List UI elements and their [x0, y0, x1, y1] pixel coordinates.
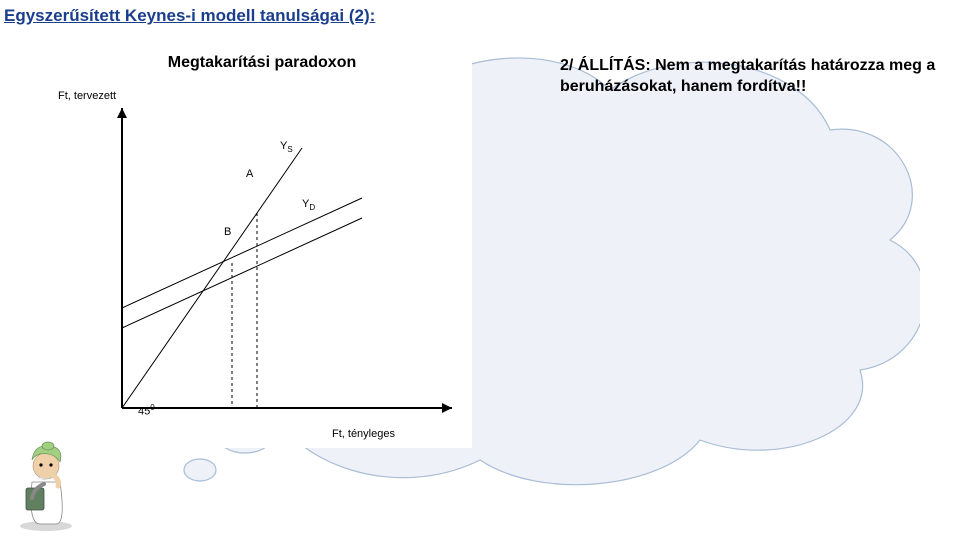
ys-label: YS: [280, 140, 293, 154]
chart-container: Megtakarítási paradoxon Ft, tervezett YS…: [52, 48, 472, 448]
chart-svg: [52, 68, 472, 448]
point-b-label: B: [224, 226, 231, 238]
statement-text: 2/ ÁLLÍTÁS: Nem a megtakarítás határozza…: [560, 56, 940, 98]
angle-45-label: 450: [138, 403, 155, 418]
x-axis-label: Ft, tényleges: [332, 428, 395, 440]
yd-label: YD: [302, 198, 315, 212]
thinker-character: [10, 432, 82, 532]
point-a-label: A: [246, 168, 253, 180]
page-title: Egyszerűsített Keynes-i modell tanulsága…: [4, 6, 375, 26]
